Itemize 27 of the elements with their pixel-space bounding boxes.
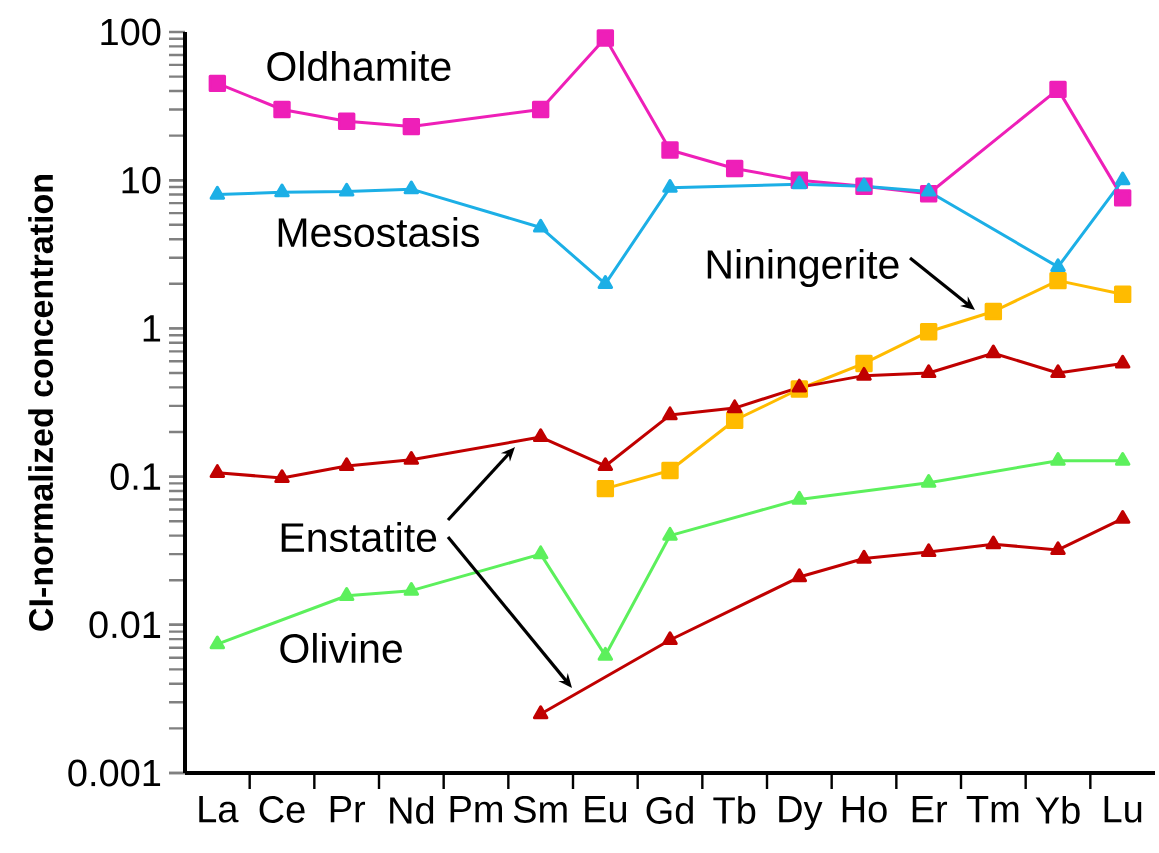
- x-tick-label: Lu: [1104, 796, 1142, 823]
- x-tick-label: Tb: [713, 796, 756, 824]
- x-tick-label: Ce: [259, 796, 305, 823]
- x-tick-label: Ho: [842, 796, 887, 823]
- x-tick-label: Dy: [779, 796, 823, 831]
- x-tick-label: Pr: [330, 796, 366, 823]
- x-tick-label: Yb: [1035, 796, 1080, 824]
- y-tick-label: 0.01: [89, 611, 161, 639]
- series-label: Oldhamite: [267, 50, 451, 82]
- x-tick-label: Er: [912, 796, 948, 823]
- x-tick-label: Gd: [646, 796, 693, 824]
- y-tick-label: 0.001: [68, 759, 161, 787]
- series-label: Enstatite: [281, 521, 437, 553]
- series-label: Mesostasis: [278, 216, 479, 248]
- y-tick-label: 100: [101, 18, 161, 46]
- x-tick-label: Sm: [513, 796, 567, 823]
- x-tick-label: Tm: [966, 796, 1019, 823]
- x-tick-label: Pm: [450, 796, 502, 823]
- x-tick-label: La: [199, 796, 239, 823]
- y-tick-label: 10: [122, 166, 161, 194]
- x-tick-label: Eu: [585, 796, 627, 823]
- series-label: Olivine: [280, 632, 402, 664]
- series-label: Niningerite: [707, 248, 899, 288]
- y-axis-title: CI-normalized concentration: [28, 175, 54, 631]
- y-tick-label: 1: [143, 315, 161, 342]
- y-tick-label: 0.1: [110, 463, 161, 491]
- x-tick-label: Nd: [390, 796, 434, 824]
